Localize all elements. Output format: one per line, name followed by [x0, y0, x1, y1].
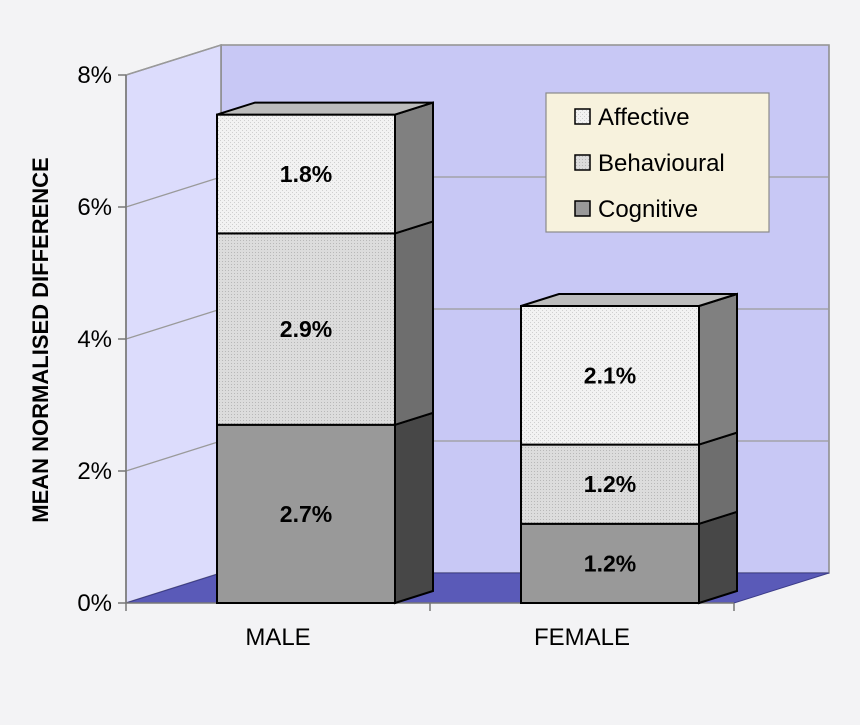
- legend-label-behavioural: Behavioural: [598, 150, 725, 177]
- legend: Affective Behavioural Cognitive: [545, 92, 770, 233]
- legend-swatch-behavioural: [574, 154, 591, 171]
- y-tick-label: 0%: [77, 590, 112, 617]
- legend-label-cognitive: Cognitive: [598, 196, 698, 223]
- bar-segment-cognitive: [520, 522, 700, 604]
- bars: 2.7% 2.9% 1.8% 1.2% 1.2% 2.1%: [216, 101, 738, 605]
- legend-label-affective: Affective: [598, 104, 690, 131]
- y-tick-label: 8%: [77, 62, 112, 89]
- legend-swatch-cognitive: [574, 200, 591, 217]
- bar-side-cognitive: [698, 510, 738, 605]
- data-label: 2.7%: [280, 501, 332, 527]
- bar-side-cognitive: [394, 411, 434, 605]
- bar-side-behavioural: [394, 220, 434, 427]
- bar-side-affective: [698, 292, 738, 446]
- data-label: 2.9%: [280, 316, 332, 342]
- bar-side-affective: [394, 101, 434, 235]
- y-tick-labels: 0% 2% 4% 6% 8%: [77, 62, 112, 617]
- x-category-label: MALE: [245, 624, 310, 651]
- bar-stack-male: 2.7% 2.9% 1.8%: [216, 101, 434, 605]
- x-category-labels: MALE FEMALE: [245, 624, 630, 651]
- bar-side-behavioural: [698, 431, 738, 526]
- bar-segment-affective: [520, 305, 700, 446]
- gridline-side: [125, 44, 222, 76]
- bar-segment-behavioural: [216, 232, 396, 426]
- y-tick-label: 6%: [77, 194, 112, 221]
- data-label: 2.1%: [584, 362, 636, 388]
- gridline-side: [125, 440, 222, 472]
- data-label: 1.8%: [280, 161, 332, 187]
- y-tick-label: 4%: [77, 326, 112, 353]
- bar-top: [216, 101, 434, 116]
- bar-segment-cognitive: [216, 423, 396, 604]
- y-axis-title: MEAN NORMALISED DIFFERENCE: [28, 157, 53, 522]
- gridline-side: [125, 176, 222, 208]
- data-label: 1.2%: [584, 471, 636, 497]
- legend-swatch-affective: [574, 108, 591, 125]
- bar-stack-female: 1.2% 1.2% 2.1%: [520, 292, 738, 605]
- gridline-side: [125, 308, 222, 340]
- bar-top: [520, 293, 738, 307]
- x-category-label: FEMALE: [534, 624, 630, 651]
- y-tick-label: 2%: [77, 458, 112, 485]
- data-label: 1.2%: [584, 550, 636, 576]
